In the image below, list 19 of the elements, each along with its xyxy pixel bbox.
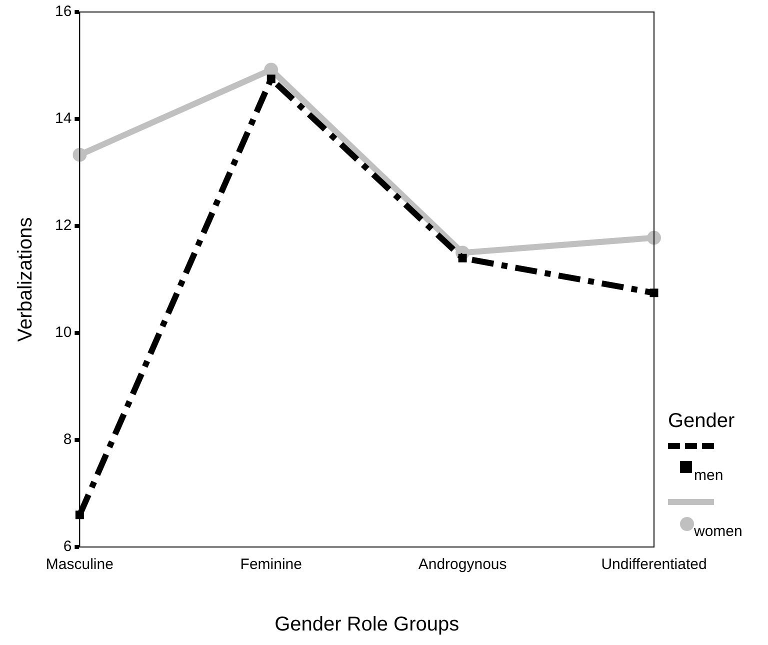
point — [72, 148, 87, 162]
y-tick-label: 14 — [54, 110, 72, 128]
y-tick-label: 8 — [63, 431, 72, 448]
point — [647, 230, 661, 245]
y-axis-title: Verbalizations — [14, 217, 37, 342]
legend-label: men — [694, 467, 724, 484]
y-tick-label: 12 — [54, 217, 72, 234]
y-tick-label: 10 — [54, 324, 72, 342]
legend-title: Gender — [668, 410, 736, 433]
x-axis-title: Gender Role Groups — [274, 614, 460, 636]
y-tick-label: 6 — [63, 538, 72, 556]
x-tick-label: Feminine — [240, 556, 302, 574]
y-tick-label: 16 — [54, 3, 72, 20]
point — [458, 254, 467, 262]
x-tick-label: Masculine — [46, 556, 114, 574]
x-tick-label: Androgynous — [418, 556, 507, 574]
x-tick-label: Undifferentiated — [601, 556, 707, 574]
legend-label: women — [694, 523, 742, 540]
point — [266, 74, 276, 84]
